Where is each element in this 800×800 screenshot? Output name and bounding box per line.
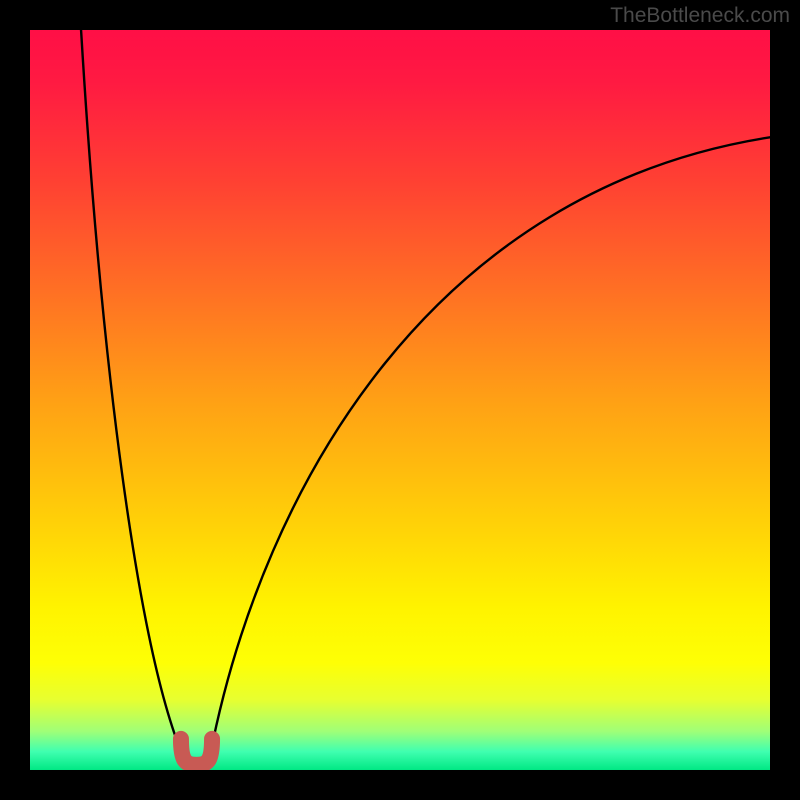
watermark-text: TheBottleneck.com [610, 4, 790, 28]
chart-background-gradient [30, 30, 770, 770]
bottleneck-chart [0, 0, 800, 800]
